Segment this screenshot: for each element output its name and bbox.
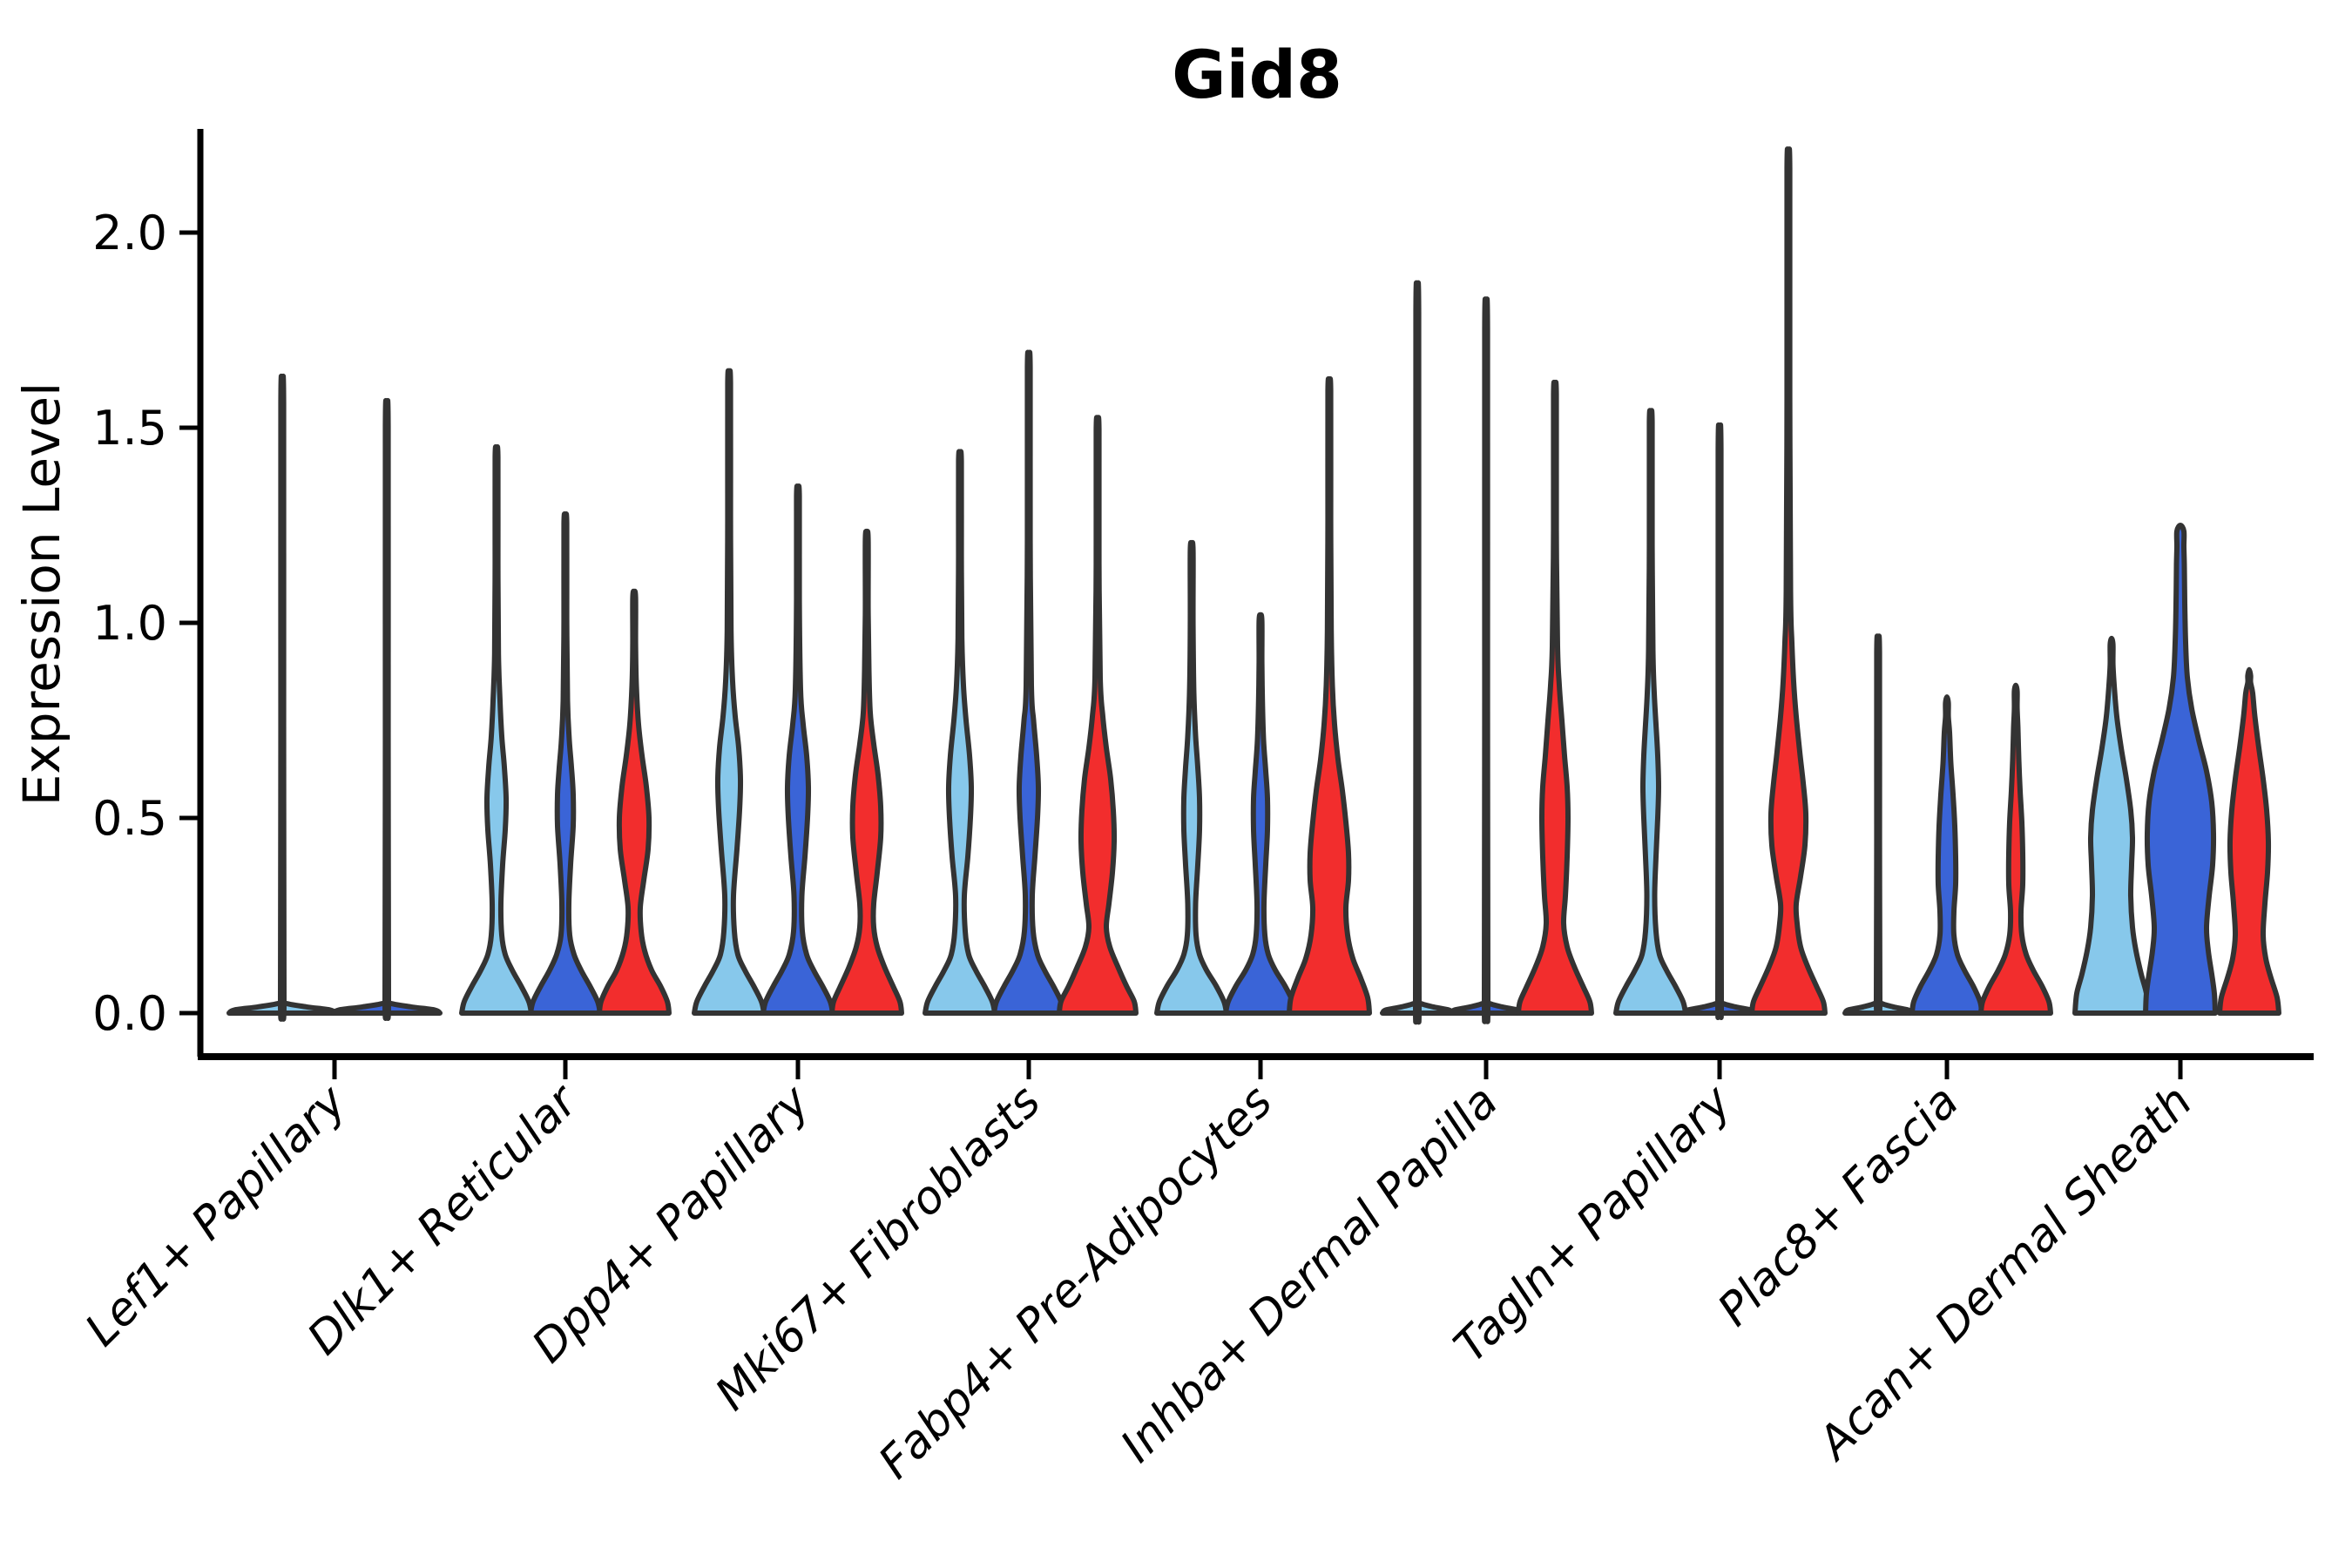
y-axis-label: Expression Level	[12, 382, 71, 806]
violin-acan-dermal-sheath-dark-blue	[2143, 523, 2218, 1016]
violin-dpp4-papillary-dark-blue	[760, 483, 835, 1016]
violin-fabp4-pre-adipocytes-red	[1287, 375, 1372, 1016]
violin-acan-dermal-sheath-light-blue	[2072, 635, 2151, 1016]
violin-tagln-papillary-dark-blue	[1682, 422, 1757, 1020]
violin-mki67-fibroblasts-dark-blue	[991, 349, 1066, 1016]
x-tick-label: Fabp4+ Pre-Adipocytes	[869, 1076, 1283, 1490]
y-tick-label: 0.0	[92, 986, 167, 1041]
x-tick-label: Inhba+ Dermal Papilla	[1111, 1076, 1508, 1473]
y-tick-label: 2.0	[92, 206, 167, 260]
violin-mki67-fibroblasts-red	[1057, 415, 1139, 1016]
violin-dlk1-reticular-red	[597, 588, 672, 1016]
violin-dlk1-reticular-dark-blue	[528, 511, 603, 1016]
violin-inhba-dermal-papilla-light-blue	[1380, 280, 1455, 1025]
violin-inhba-dermal-papilla-red	[1516, 379, 1594, 1016]
violin-fabp4-pre-adipocytes-light-blue	[1154, 539, 1229, 1016]
y-tick-label: 1.5	[92, 401, 167, 456]
violins	[226, 146, 2281, 1025]
violin-inhba-dermal-papilla-dark-blue	[1449, 296, 1524, 1024]
x-tick-label: Plac8+ Fascia	[1708, 1076, 1969, 1336]
violin-plac8-fascia-red	[1978, 682, 2053, 1016]
violin-tagln-papillary-light-blue	[1613, 408, 1688, 1016]
violin-dpp4-papillary-light-blue	[692, 368, 767, 1016]
violin-tagln-papillary-red	[1749, 146, 1828, 1016]
y-tick-label: 1.0	[92, 596, 167, 651]
violin-fabp4-pre-adipocytes-dark-blue	[1223, 612, 1298, 1016]
violin-dlk1-reticular-light-blue	[459, 444, 534, 1016]
violin-mki67-fibroblasts-light-blue	[923, 449, 997, 1016]
x-tick-label: Acan+ Dermal Sheath	[1807, 1076, 2202, 1471]
plot-title: Gid8	[1172, 36, 1342, 113]
violin-plac8-fascia-light-blue	[1842, 633, 1914, 1016]
violin-lef1-papillary-dark-blue	[331, 397, 443, 1021]
y-tick-label: 0.5	[92, 791, 167, 846]
violin-dpp4-papillary-red	[829, 528, 904, 1016]
violin-lef1-papillary-light-blue	[226, 373, 338, 1022]
violin-plac8-fascia-dark-blue	[1909, 694, 1984, 1016]
violin-acan-dermal-sheath-red	[2217, 666, 2281, 1016]
